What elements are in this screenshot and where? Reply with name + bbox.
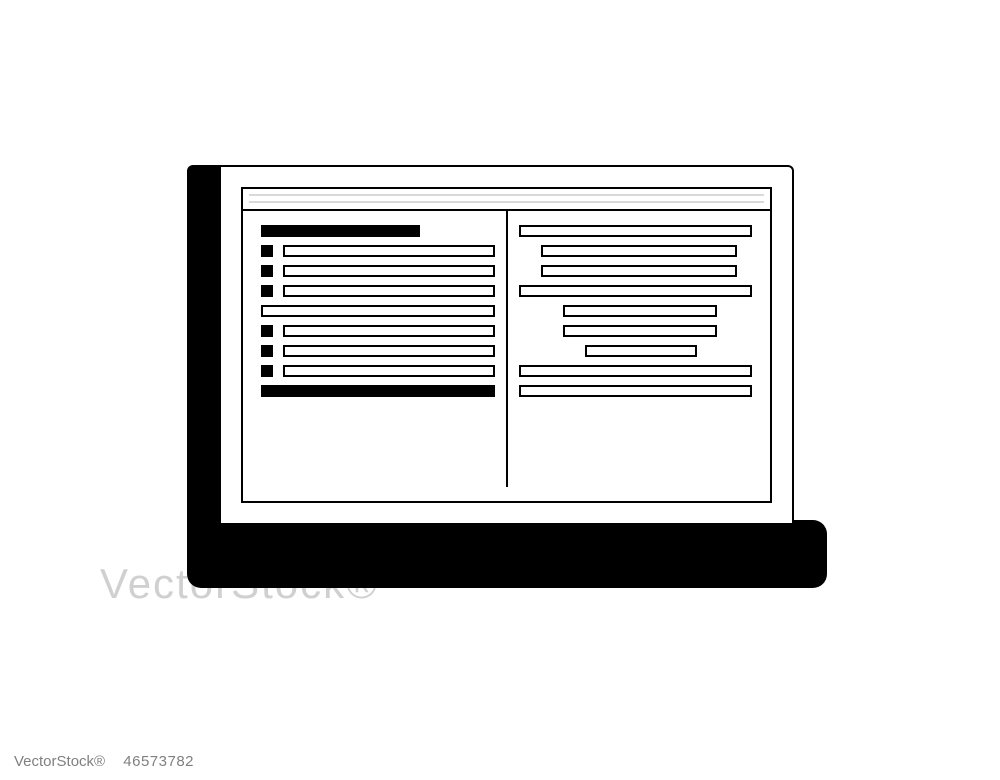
list-item bbox=[261, 245, 495, 257]
bullet-icon bbox=[261, 345, 273, 357]
bullet-icon bbox=[261, 265, 273, 277]
titlebar-decoration bbox=[249, 194, 764, 196]
window-content bbox=[243, 211, 770, 501]
attribution-brand: VectorStock® bbox=[14, 753, 105, 770]
code-line bbox=[283, 325, 495, 337]
code-line bbox=[563, 325, 717, 337]
code-line-header bbox=[261, 225, 420, 237]
code-line bbox=[283, 345, 495, 357]
list-item bbox=[261, 365, 495, 377]
code-line bbox=[283, 265, 495, 277]
bullet-icon bbox=[261, 285, 273, 297]
attribution-id: 46573782 bbox=[123, 753, 194, 770]
code-line bbox=[261, 305, 495, 317]
illustration-canvas: VectorStock® VectorStock® VectorStock® bbox=[0, 0, 1000, 780]
list-item bbox=[261, 285, 495, 297]
code-line bbox=[283, 285, 495, 297]
list-item bbox=[261, 345, 495, 357]
attribution: VectorStock® 46573782 bbox=[14, 753, 194, 770]
laptop-base bbox=[187, 520, 827, 588]
code-line bbox=[283, 245, 495, 257]
code-line bbox=[519, 365, 753, 377]
code-line bbox=[541, 245, 737, 257]
left-column bbox=[261, 225, 507, 487]
window-titlebar bbox=[243, 189, 770, 211]
code-line bbox=[283, 365, 495, 377]
code-line bbox=[563, 305, 717, 317]
titlebar-decoration bbox=[249, 201, 764, 203]
code-line-footer bbox=[261, 385, 495, 397]
code-line bbox=[585, 345, 697, 357]
bullet-icon bbox=[261, 325, 273, 337]
list-item bbox=[261, 325, 495, 337]
bullet-icon bbox=[261, 245, 273, 257]
code-line bbox=[519, 385, 753, 397]
laptop-side-shadow bbox=[187, 165, 219, 525]
app-window bbox=[241, 187, 772, 503]
bullet-icon bbox=[261, 365, 273, 377]
right-column bbox=[507, 225, 753, 487]
code-line bbox=[519, 225, 753, 237]
list-item bbox=[261, 265, 495, 277]
code-line bbox=[519, 285, 753, 297]
code-line bbox=[541, 265, 737, 277]
laptop-screen bbox=[219, 165, 794, 525]
